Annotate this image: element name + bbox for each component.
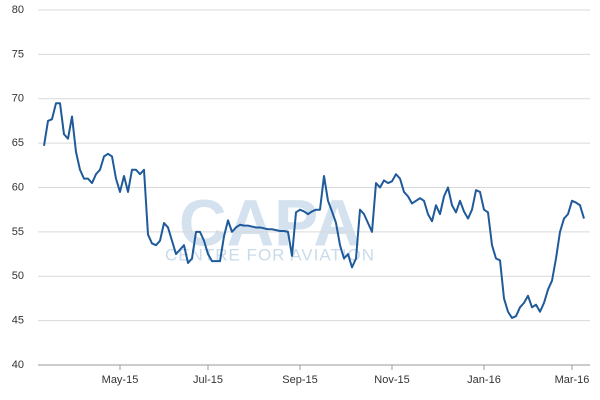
y-tick-label: 55 xyxy=(12,226,24,238)
x-tick-label: Mar-16 xyxy=(555,374,590,386)
line-series xyxy=(43,102,585,319)
y-tick-label: 80 xyxy=(12,4,24,16)
y-tick-label: 65 xyxy=(12,137,24,149)
watermark-subtitle: CENTRE FOR AVIATION xyxy=(165,245,375,264)
y-tick-label: 70 xyxy=(12,93,24,105)
y-tick-label: 50 xyxy=(12,270,24,282)
y-tick-label: 75 xyxy=(12,48,24,60)
x-tick-label: Sep-15 xyxy=(282,374,317,386)
y-tick-label: 60 xyxy=(12,181,24,193)
x-tick-label: Nov-15 xyxy=(374,374,409,386)
y-tick-label: 45 xyxy=(12,315,24,327)
x-tick-label: Jul-15 xyxy=(193,374,223,386)
x-tick-label: May-15 xyxy=(102,374,139,386)
x-tick-label: Jan-16 xyxy=(467,374,501,386)
watermark: CAPA xyxy=(179,185,361,259)
y-tick-label: 40 xyxy=(12,359,24,371)
